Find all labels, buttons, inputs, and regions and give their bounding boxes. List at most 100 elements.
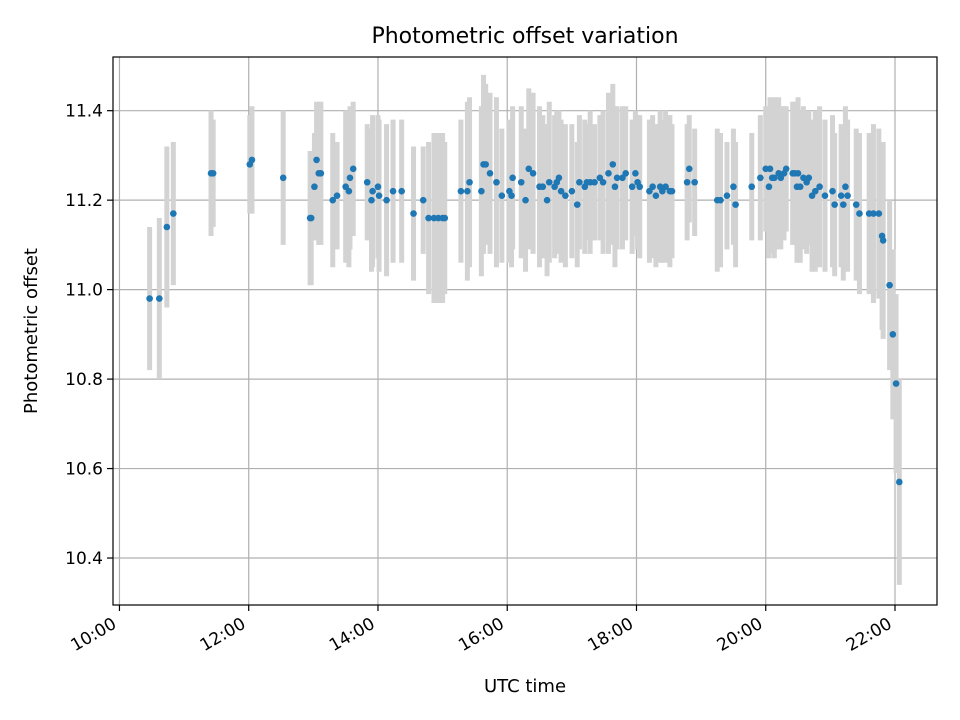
data-point [374,183,382,191]
data-point [732,201,739,208]
data-point [170,210,177,217]
data-point [794,170,802,177]
data-point [279,174,287,182]
data-point [842,183,849,191]
y-tick-label: 11.2 [65,191,103,211]
data-point [685,165,693,173]
data-point [852,201,860,208]
data-point [317,170,325,177]
data-point [831,201,838,208]
data-point [875,210,883,217]
data-point [313,156,320,164]
data-point [410,210,417,217]
data-point [311,183,318,191]
data-point [896,478,903,486]
data-point [870,210,877,217]
data-point [478,187,485,195]
data-point [486,170,494,177]
data-point [329,196,337,204]
data-point [805,174,813,182]
data-point [525,165,533,173]
data-point [522,196,529,204]
data-point [493,178,500,186]
data-point [609,161,617,168]
data-point [349,165,357,173]
data-point [668,187,676,195]
data-point [425,214,432,222]
data-point [482,161,489,168]
data-point [837,192,845,199]
data-point [766,165,774,173]
data-point [605,170,612,177]
data-point [363,178,371,186]
data-point [368,196,375,204]
y-tick-label: 10.8 [65,370,103,390]
data-point [539,183,547,191]
plot-frame [112,56,938,606]
data-point [662,183,669,191]
data-point [375,192,383,199]
data-point [209,170,217,177]
data-point [599,178,607,186]
y-axis-label: Photometric offset [21,248,42,414]
y-tick-label: 10.6 [65,460,103,480]
data-point [622,170,630,177]
data-point [573,201,581,208]
data-point [345,187,353,195]
data-point [730,183,737,191]
data-point [811,187,819,195]
data-point [765,183,773,191]
data-point [248,156,256,164]
data-point [844,192,851,199]
data-point [568,187,576,195]
data-point [613,174,621,182]
data-point [816,183,823,191]
data-point [389,187,397,195]
data-point [346,174,354,182]
data-point [383,196,390,204]
data-point [892,380,900,387]
data-point [562,192,569,199]
data-point [591,178,598,186]
chart-title: Photometric offset variation [371,24,678,49]
data-point [723,192,731,199]
data-point [636,183,644,191]
data-point [466,178,473,186]
data-point [796,183,804,191]
data-point [611,183,619,191]
data-point [156,295,163,302]
data-point [543,196,551,204]
data-point [879,237,887,244]
data-point [782,165,790,173]
data-point [889,331,897,338]
data-point [333,192,341,199]
data-point [748,183,756,191]
data-point [545,178,553,186]
data-point [771,174,778,182]
data-point [508,192,515,199]
y-tick-label: 11.0 [65,281,103,301]
data-point [517,178,525,186]
data-point [307,214,315,222]
data-point [509,174,516,182]
data-points [146,156,903,486]
data-point [829,187,836,195]
data-point [856,210,863,217]
data-point [683,178,691,186]
data-point [398,187,405,195]
data-point [821,192,829,199]
data-point [717,196,724,204]
data-point [555,174,563,182]
data-point [419,196,427,204]
data-point [839,201,847,208]
y-tick-label: 10.4 [65,549,103,569]
x-axis-label: UTC time [484,676,566,697]
data-point [757,174,764,182]
data-point [146,295,153,302]
y-tick-label: 11.4 [65,102,103,122]
data-point [498,192,506,199]
data-point [628,183,636,191]
data-point [464,187,471,195]
data-point [163,223,171,231]
